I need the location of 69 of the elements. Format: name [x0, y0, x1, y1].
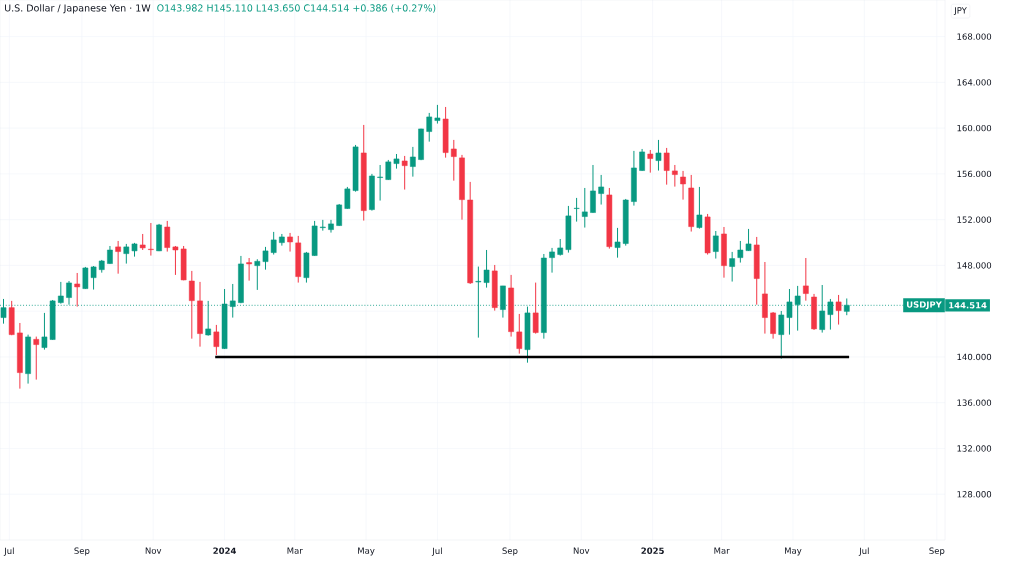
y-tick-label: 168.000: [957, 33, 992, 40]
y-tick-label: 128.000: [957, 491, 992, 498]
candlestick: [287, 232, 293, 253]
candlestick: [655, 139, 662, 172]
candlestick: [164, 220, 171, 253]
candlestick: [246, 257, 252, 282]
candlestick: [762, 261, 768, 335]
candlestick: [729, 251, 735, 283]
candlestick: [33, 336, 40, 381]
y-tick-label: 132.000: [957, 445, 992, 452]
candlestick: [680, 170, 686, 201]
x-tick-label: Jul: [858, 547, 869, 556]
candlestick: [58, 281, 64, 305]
y-tick-label: 148.000: [957, 262, 992, 269]
candlestick: [434, 104, 441, 125]
candlestick: [835, 294, 842, 326]
candlestick: [401, 155, 408, 191]
candlestick: [663, 147, 670, 186]
x-tick-label: Mar: [287, 547, 303, 554]
x-tick-label: Sep: [74, 547, 90, 556]
candlestick: [590, 164, 596, 214]
x-tick-label: Nov: [145, 547, 162, 554]
y-tick-label: 140.000: [957, 353, 992, 361]
x-tick-label: Sep: [502, 547, 518, 556]
x-tick-label: 2025: [641, 547, 664, 554]
x-tick-label: Sep: [929, 547, 945, 556]
x-tick-label: Nov: [573, 547, 590, 554]
candlestick: [426, 112, 433, 143]
y-tick-label: 136.000: [957, 399, 992, 406]
y-axis-title: JPY: [953, 7, 967, 16]
y-tick-label: 156.000: [957, 170, 992, 178]
candlestick: [696, 186, 703, 230]
candlestick: [647, 149, 654, 174]
candlestick: [672, 164, 678, 188]
candlestick: [450, 139, 457, 182]
x-tick-label: May: [785, 547, 802, 556]
candlestick: [639, 148, 645, 172]
candlestick: [581, 187, 588, 229]
candlestick: [598, 174, 604, 206]
x-tick-label: Jul: [3, 547, 14, 556]
x-tick-label: Jul: [431, 547, 442, 556]
text: 144.514: [949, 302, 987, 309]
candlestick: [205, 300, 212, 337]
candlestick: [549, 247, 555, 274]
x-tick-label: May: [358, 547, 375, 556]
candlestick: [803, 257, 809, 302]
candlestick: [328, 219, 334, 234]
candlestick: [188, 270, 195, 340]
candlestick: [410, 146, 416, 178]
y-tick-label: 164.000: [957, 79, 992, 86]
y-tick-label: 152.000: [957, 216, 992, 223]
candlestick: [532, 282, 539, 335]
candlestick: [115, 240, 121, 275]
candlestick: [213, 324, 220, 356]
y-tick-label: 160.000: [957, 124, 992, 132]
candlestick: [614, 227, 621, 259]
candlestick: [377, 164, 383, 202]
candlestick: [712, 230, 719, 260]
x-tick-label: 2024: [213, 547, 237, 554]
chart-subtitle: O143.982 H145.110 L143.650 C144.514 +0.386 (+0.27%): [157, 4, 436, 13]
candlestick: [74, 272, 81, 308]
candlestick: [148, 222, 154, 257]
chart-title: U.S. Dollar / Japanese Yen · 1W: [5, 4, 151, 14]
candlestick: [770, 311, 776, 340]
candlestick: [827, 298, 834, 331]
x-tick-label: Mar: [714, 547, 730, 554]
candlestick: [516, 313, 523, 355]
candlestick: [573, 197, 580, 223]
ref-line-label: USDJPY: [906, 301, 942, 310]
